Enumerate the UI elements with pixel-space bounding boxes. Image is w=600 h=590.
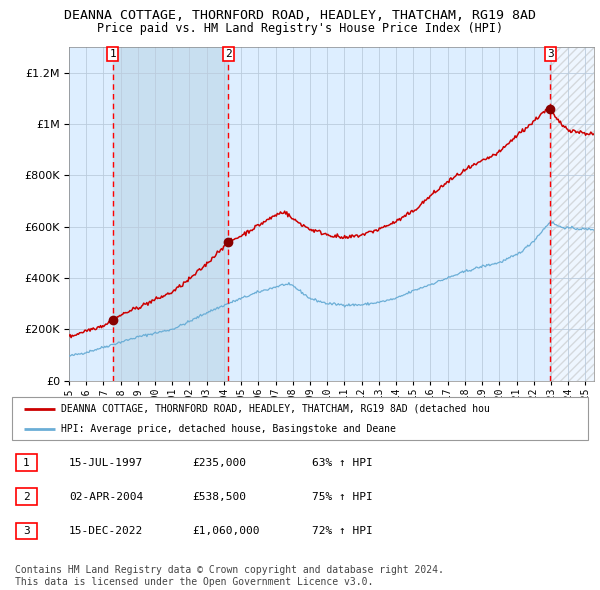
Bar [113,47,228,381]
Text: 75% ↑ HPI: 75% ↑ HPI [312,492,373,502]
Text: £235,000: £235,000 [192,458,246,467]
Text: HPI: Average price, detached house, Basingstoke and Deane: HPI: Average price, detached house, Basi… [61,424,396,434]
Text: 02-APR-2004: 02-APR-2004 [69,492,143,502]
Text: 15-DEC-2022: 15-DEC-2022 [69,526,143,536]
Text: £1,060,000: £1,060,000 [192,526,260,536]
Text: £538,500: £538,500 [192,492,246,502]
Text: 3: 3 [547,49,554,59]
Text: Contains HM Land Registry data © Crown copyright and database right 2024.
This d: Contains HM Land Registry data © Crown c… [15,565,444,587]
Text: 15-JUL-1997: 15-JUL-1997 [69,458,143,467]
Text: 2: 2 [225,49,232,59]
Text: 1: 1 [109,49,116,59]
Text: DEANNA COTTAGE, THORNFORD ROAD, HEADLEY, THATCHAM, RG19 8AD: DEANNA COTTAGE, THORNFORD ROAD, HEADLEY,… [64,9,536,22]
FancyBboxPatch shape [16,489,37,505]
Text: DEANNA COTTAGE, THORNFORD ROAD, HEADLEY, THATCHAM, RG19 8AD (detached hou: DEANNA COTTAGE, THORNFORD ROAD, HEADLEY,… [61,404,490,414]
Bar [550,47,594,381]
FancyBboxPatch shape [16,523,37,539]
FancyBboxPatch shape [16,454,37,471]
Text: 2: 2 [23,492,30,502]
Text: Price paid vs. HM Land Registry's House Price Index (HPI): Price paid vs. HM Land Registry's House … [97,22,503,35]
Text: 3: 3 [23,526,30,536]
Text: 63% ↑ HPI: 63% ↑ HPI [312,458,373,467]
Text: 72% ↑ HPI: 72% ↑ HPI [312,526,373,536]
Text: 1: 1 [23,458,30,467]
FancyBboxPatch shape [12,397,588,440]
